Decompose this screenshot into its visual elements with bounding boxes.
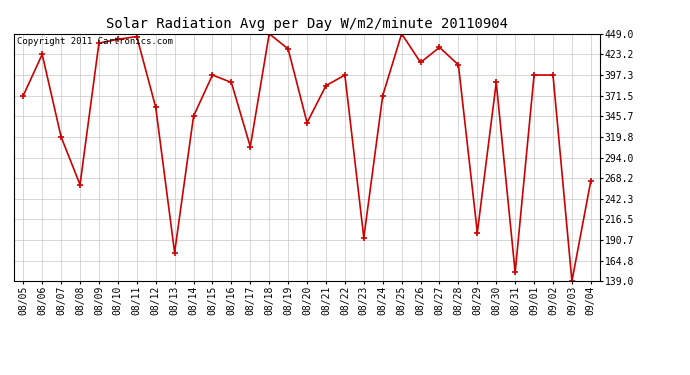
Text: Copyright 2011 Cartronics.com: Copyright 2011 Cartronics.com xyxy=(17,38,172,46)
Title: Solar Radiation Avg per Day W/m2/minute 20110904: Solar Radiation Avg per Day W/m2/minute … xyxy=(106,17,508,31)
